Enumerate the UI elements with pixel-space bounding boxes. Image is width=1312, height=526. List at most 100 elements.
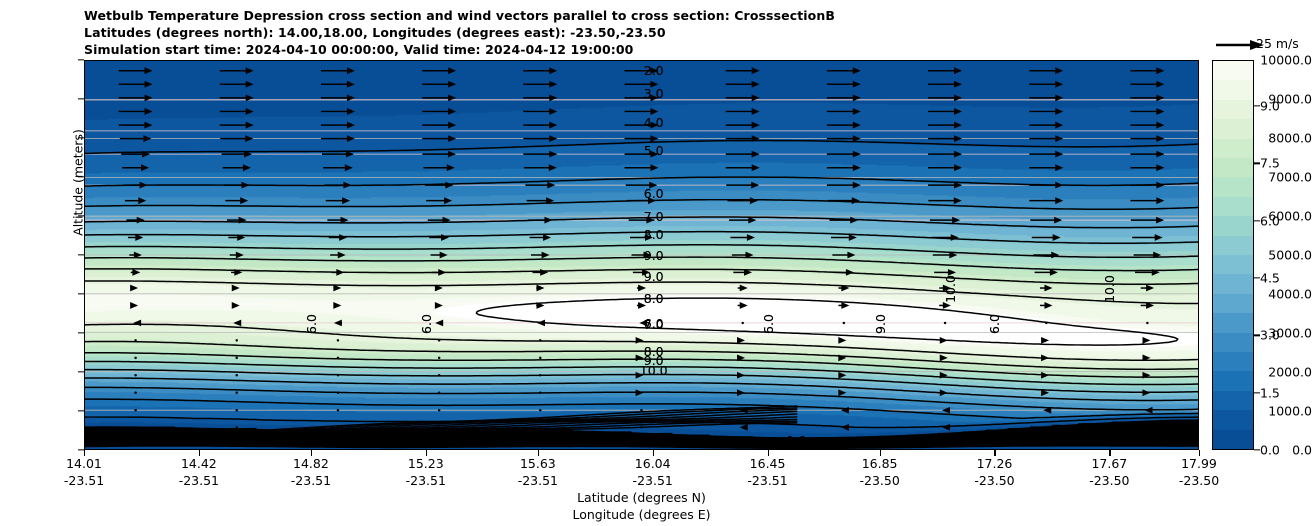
colorbar-segment	[1213, 137, 1253, 158]
contour-label: 1.0	[982, 432, 1003, 448]
colorbar-tick-mark	[1254, 449, 1260, 451]
x-tick-label-latitude: 17.67	[1091, 456, 1128, 471]
y-tick-label: 6000.0	[1268, 208, 1312, 224]
colorbar-segment	[1213, 61, 1253, 81]
contour-label: 3.0	[643, 85, 664, 101]
x-tick-label-latitude: 17.26	[976, 456, 1013, 471]
x-tick-label-latitude: 16.85	[861, 456, 898, 471]
contour-label: 2.0	[643, 62, 664, 78]
x-tick-mark	[994, 450, 996, 456]
colorbar-segment	[1213, 370, 1253, 391]
colorbar-tick-mark	[1254, 277, 1260, 279]
colorbar-segment	[1213, 118, 1253, 139]
x-tick-mark	[767, 450, 769, 456]
colorbar-segment	[1213, 254, 1253, 275]
colorbar-segment	[1213, 351, 1253, 372]
y-tick-mark	[78, 98, 84, 100]
contour-label: 1.0	[786, 432, 807, 448]
plot-title-line-3: Simulation start time: 2024-04-10 00:00:…	[84, 42, 634, 57]
colorbar-segment	[1213, 331, 1253, 352]
x-axis-label-longitude: Longitude (degrees E)	[572, 507, 711, 522]
x-tick-mark	[537, 450, 540, 456]
x-tick-label-longitude: -23.50	[1089, 473, 1130, 488]
reference-vector-label: 25 m/s	[1256, 36, 1299, 51]
x-tick-mark	[84, 450, 86, 456]
x-tick-label-longitude: -23.51	[178, 473, 220, 488]
colorbar-tick-label: 0.0	[1260, 442, 1280, 458]
colorbar-tick-mark	[1254, 162, 1260, 164]
contour-label: 9.0	[643, 269, 664, 285]
x-tick-mark	[652, 450, 654, 456]
y-tick-mark	[78, 332, 84, 334]
x-tick-label-longitude: -23.51	[517, 473, 558, 488]
contour-label: 8.0	[643, 226, 664, 242]
colorbar-segment	[1213, 389, 1253, 411]
y-tick-mark	[78, 137, 84, 139]
contour-label: 8.0	[643, 343, 664, 359]
y-tick-mark	[78, 410, 84, 412]
contour-label: 10.0	[942, 275, 958, 304]
colorbar-tick-label: 6.0	[1260, 213, 1280, 229]
contour-label: 9.0	[643, 247, 664, 263]
y-tick-mark	[78, 371, 84, 373]
x-tick-mark	[425, 450, 428, 456]
x-tick-mark	[1109, 450, 1111, 456]
x-tick-label-longitude: -23.51	[632, 473, 673, 488]
contour-label: 7.0	[643, 316, 664, 332]
x-tick-label-longitude: -23.50	[974, 473, 1015, 488]
x-tick-label-latitude: 14.42	[180, 456, 217, 471]
x-tick-label-latitude: 15.63	[519, 456, 556, 471]
y-tick-label: 9000.0	[1268, 91, 1312, 107]
x-tick-label-latitude: 16.45	[749, 456, 786, 471]
colorbar	[1212, 60, 1254, 450]
contour-label: 4.0	[643, 115, 664, 131]
x-axis-label-latitude: Latitude (degrees N)	[577, 490, 706, 505]
contour-label: 10.0	[639, 362, 668, 378]
colorbar-tick-label: 1.5	[1260, 385, 1280, 401]
y-tick-label: 0.0	[1292, 442, 1312, 458]
contour-label: 6.0	[760, 314, 776, 335]
colorbar-segment	[1213, 312, 1253, 333]
x-tick-mark	[198, 450, 201, 456]
x-tick-mark	[310, 450, 313, 456]
contour-label: 6.0	[643, 185, 664, 201]
y-tick-mark	[78, 215, 84, 217]
contour-label: 8.0	[643, 290, 664, 306]
colorbar-segment	[1213, 215, 1253, 236]
y-tick-mark	[78, 449, 84, 451]
x-tick-label-longitude: -23.51	[747, 473, 788, 488]
contour-label: 1.0	[660, 432, 681, 448]
y-tick-label: 8000.0	[1268, 130, 1312, 146]
y-tick-mark	[78, 254, 84, 256]
y-tick-label: 2000.0	[1268, 364, 1312, 380]
contour-label: 6.0	[987, 314, 1003, 335]
y-axis-label: Altitude (meters)	[70, 129, 86, 236]
y-tick-label: 7000.0	[1268, 169, 1312, 185]
x-tick-label-latitude: 17.99	[1181, 456, 1217, 471]
contour-lines-layer	[85, 139, 1198, 449]
x-tick-label-longitude: -23.51	[405, 473, 446, 488]
x-tick-mark	[1199, 450, 1201, 456]
y-tick-label: 4000.0	[1268, 286, 1312, 302]
colorbar-tick-mark	[1254, 334, 1260, 336]
colorbar-segment	[1213, 292, 1253, 314]
y-tick-mark	[78, 293, 84, 295]
y-tick-label: 5000.0	[1268, 247, 1312, 263]
colorbar-tick-label: 9.0	[1260, 98, 1280, 114]
wind-vectors-layer	[118, 67, 1165, 431]
contour-label: 10.0	[1102, 275, 1118, 304]
x-tick-label-longitude: -23.51	[63, 473, 105, 488]
colorbar-segment	[1213, 428, 1253, 449]
y-tick-mark	[78, 59, 84, 61]
y-tick-label: 3000.0	[1268, 325, 1312, 341]
plot-title-line-1: Wetbulb Temperature Depression cross sec…	[84, 8, 835, 23]
x-tick-label-latitude: 14.82	[293, 456, 329, 471]
contour-label: 9.0	[643, 353, 664, 369]
x-tick-label-longitude: -23.50	[859, 473, 900, 488]
colorbar-segment	[1213, 157, 1253, 178]
colorbar-tick-mark	[1254, 219, 1260, 222]
contour-label: 5.0	[643, 142, 664, 158]
reference-vector-arrow	[1216, 40, 1264, 50]
colorbar-segment	[1213, 79, 1253, 100]
contour-label: 7.0	[643, 208, 664, 224]
